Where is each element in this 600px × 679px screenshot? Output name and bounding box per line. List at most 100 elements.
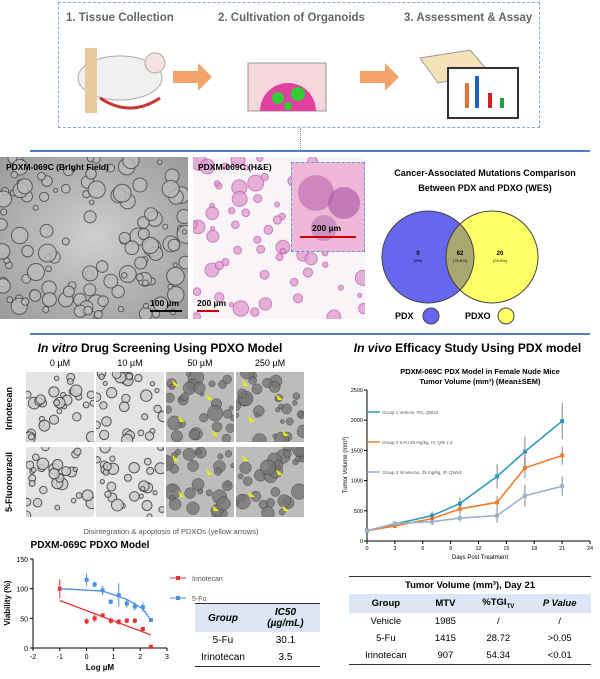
x-tick-label: 0 [365,546,368,552]
dose-label: 50 µM [187,358,213,368]
cell: Irinotecan [364,649,407,661]
dose-label: 0 µM [49,358,71,368]
invivo-title: In vivo Efficacy Study Using PDX model [335,341,600,355]
data-point [124,618,129,623]
data-point [365,528,369,533]
yellow-arrow-icon [242,380,249,386]
bright-field-image [0,157,188,319]
cell: 28.72 [486,632,511,644]
divider [30,333,590,335]
x-tick-label: 0 [85,654,89,661]
y-axis-label: Tumor Volume (mm³) [343,437,349,493]
venn-left-pct: (0%) [414,258,423,263]
arrow-icon [173,63,212,91]
y-tick-label: 0 [360,539,363,545]
drug-screening-grid: 0 µM 10 µM 50 µM 250 µM [26,358,316,528]
data-point [148,644,153,649]
cell: >0.05 [547,632,572,644]
step-1-title: 1. Tissue Collection [66,12,174,24]
data-point [495,513,500,518]
bright-field-title: PDXM-069C (Bright Field) [6,162,109,172]
dose-label: 250 µM [254,358,286,368]
micrograph-cell [236,372,304,442]
cell: / [558,615,562,627]
cell: 5-Fu [212,635,234,646]
data-point [108,599,113,604]
legend-label: Group 3 Irinotecan, 25 mg/kg, IP, QWx3 [382,470,462,475]
inset-scale-bar [300,236,356,238]
invivo-title-italic: In vivo [353,341,392,355]
workflow-illustrations [77,48,519,119]
y-tick-label: 500 [354,509,363,515]
yellow-arrow-icon [178,416,185,422]
micrograph-cell [166,447,234,517]
x-tick-label: 9 [449,546,452,552]
x-tick-label: -1 [57,654,63,661]
y-tick-label: 2000 [351,418,363,424]
data-point [457,516,462,521]
y-tick-label: 0 [24,646,28,653]
venn-right-count: 20 [497,251,504,257]
chart-subtitle: Tumor Volume (mm³) (Mean±SEM) [420,377,541,386]
legend-label: 5-Fu [192,596,207,603]
data-point [100,613,105,618]
cell: 54.34 [486,649,511,661]
table-row: 5-Fu 30.1 [195,632,320,649]
y-tick-label: 100 [16,587,28,594]
invitro-title: In vitro Drug Screening Using PDXO Model [10,341,310,355]
dose-response-chart: PDXM-069C PDXO Model -2 -1 0 1 2 3 0 50 100 150 Log… [3,540,223,672]
fit-curve [59,588,152,621]
data-point [560,453,565,458]
x-axis-label: Log µM [86,663,114,672]
he-inset [291,162,365,252]
data-point [132,618,137,623]
venn-mid-pct: (75.6%) [453,258,468,263]
row-label-text: 5-Fluorouracil [4,451,14,512]
cell: Irinotecan [201,652,245,663]
venn-title-line1: Cancer-Associated Mutations Comparison [394,168,576,178]
data-point [522,493,527,498]
table-row: Irinotecan 907 54.34 <0.01 [349,647,591,665]
table-row: Vehicle 1985 / / [349,613,591,630]
tumor-volume-table: Tumor Volume (mm³), Day 21 Group MTV %TGIT… [349,576,591,665]
yellow-arrow-icon [178,491,185,497]
yellow-arrow-icon [212,430,219,436]
x-tick-label: 12 [475,546,481,552]
venn-right-pct: (24.4%) [493,258,508,263]
y-tick-label: 2500 [351,388,363,394]
data-point [132,604,137,609]
data-point [124,601,129,606]
ic50-header-value: IC50 (µg/mL) [250,603,320,632]
x-tick-label: -2 [30,654,36,661]
x-tick-label: 2 [138,654,142,661]
fit-curve [59,599,152,636]
data-point [84,577,89,582]
micrograph-cell [96,372,164,442]
chart-title: PDXM-069C PDXO Model [31,540,150,551]
tv-table-title: Tumor Volume (mm³), Day 21 [404,580,536,591]
inset-scale-label: 200 µm [312,223,341,233]
scale-label: 100 µm [150,298,179,308]
legend-marker [176,576,180,580]
ic50-header-group: Group [195,603,251,632]
yellow-arrow-icon [212,505,219,511]
cell: 1415 [434,632,456,644]
tumor-volume-chart: PDXM-069C PDX Model in Female Nude MiceT… [343,367,593,560]
divider [30,150,590,152]
yellow-arrow-icon [172,455,179,461]
y-tick-label: 1000 [351,479,363,485]
x-tick-label: 3 [393,546,396,552]
data-point [560,484,565,489]
table-row: 5-Fu 1415 28.72 >0.05 [349,630,591,647]
data-point [522,465,527,470]
venn-mid-count: 62 [457,251,464,257]
screening-caption: Disintegration & apoptosis of PDXOs (yel… [83,527,259,536]
invivo-title-text: Efficacy Study Using PDX model [391,341,582,355]
scale-bar [150,310,182,312]
yellow-arrow-icon [206,394,213,400]
yellow-arrow-icon [248,416,255,422]
legend-label: Group 1 Vehicle, PO, QWx3 [382,410,439,415]
data-point [495,474,500,479]
connector [300,128,301,150]
legend-marker [176,596,180,600]
